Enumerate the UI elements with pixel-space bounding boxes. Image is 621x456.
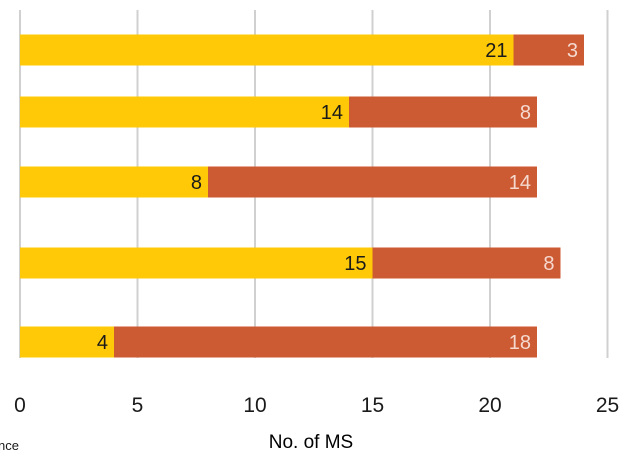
clipped-legend-text: nce bbox=[0, 438, 19, 453]
bar-segment-row1-series1 bbox=[20, 34, 514, 66]
x-axis-title: No. of MS bbox=[269, 432, 353, 453]
bar-segment-row2-series2 bbox=[349, 96, 537, 128]
bar-segment-row5-series1 bbox=[20, 326, 114, 358]
data-label-row2-series1: 14 bbox=[321, 102, 343, 124]
x-axis-tick-labels: 0 5 10 15 20 25 bbox=[14, 394, 619, 417]
bar-segment-row3-series2 bbox=[208, 166, 537, 198]
data-label-row4-series2: 8 bbox=[543, 253, 554, 275]
data-label-row3-series1: 8 bbox=[191, 172, 202, 194]
bar-segment-row1-series2 bbox=[513, 34, 584, 66]
x-tick-label-0: 0 bbox=[14, 394, 26, 417]
bar-segment-row3-series1 bbox=[20, 166, 208, 198]
bar-segment-row4-series2 bbox=[372, 247, 561, 279]
x-tick-label-15: 15 bbox=[361, 394, 384, 417]
data-label-row2-series2: 8 bbox=[520, 102, 531, 124]
x-tick-label-25: 25 bbox=[596, 394, 619, 417]
data-label-row1-series1: 21 bbox=[485, 40, 507, 62]
data-label-row3-series2: 14 bbox=[509, 172, 531, 194]
data-label-row5-series2: 18 bbox=[509, 332, 531, 354]
x-tick-label-20: 20 bbox=[478, 394, 501, 417]
data-label-row4-series1: 15 bbox=[344, 253, 366, 275]
data-labels: 21 3 14 8 8 14 15 8 4 18 bbox=[97, 40, 578, 354]
bar-segment-row4-series1 bbox=[20, 247, 373, 279]
x-tick-label-5: 5 bbox=[132, 394, 144, 417]
x-tick-label-10: 10 bbox=[243, 394, 266, 417]
bar-segment-row2-series1 bbox=[20, 96, 349, 128]
bars bbox=[20, 34, 584, 358]
bar-segment-row5-series2 bbox=[114, 326, 537, 358]
data-label-row5-series1: 4 bbox=[97, 332, 108, 354]
data-label-row1-series2: 3 bbox=[567, 40, 578, 62]
